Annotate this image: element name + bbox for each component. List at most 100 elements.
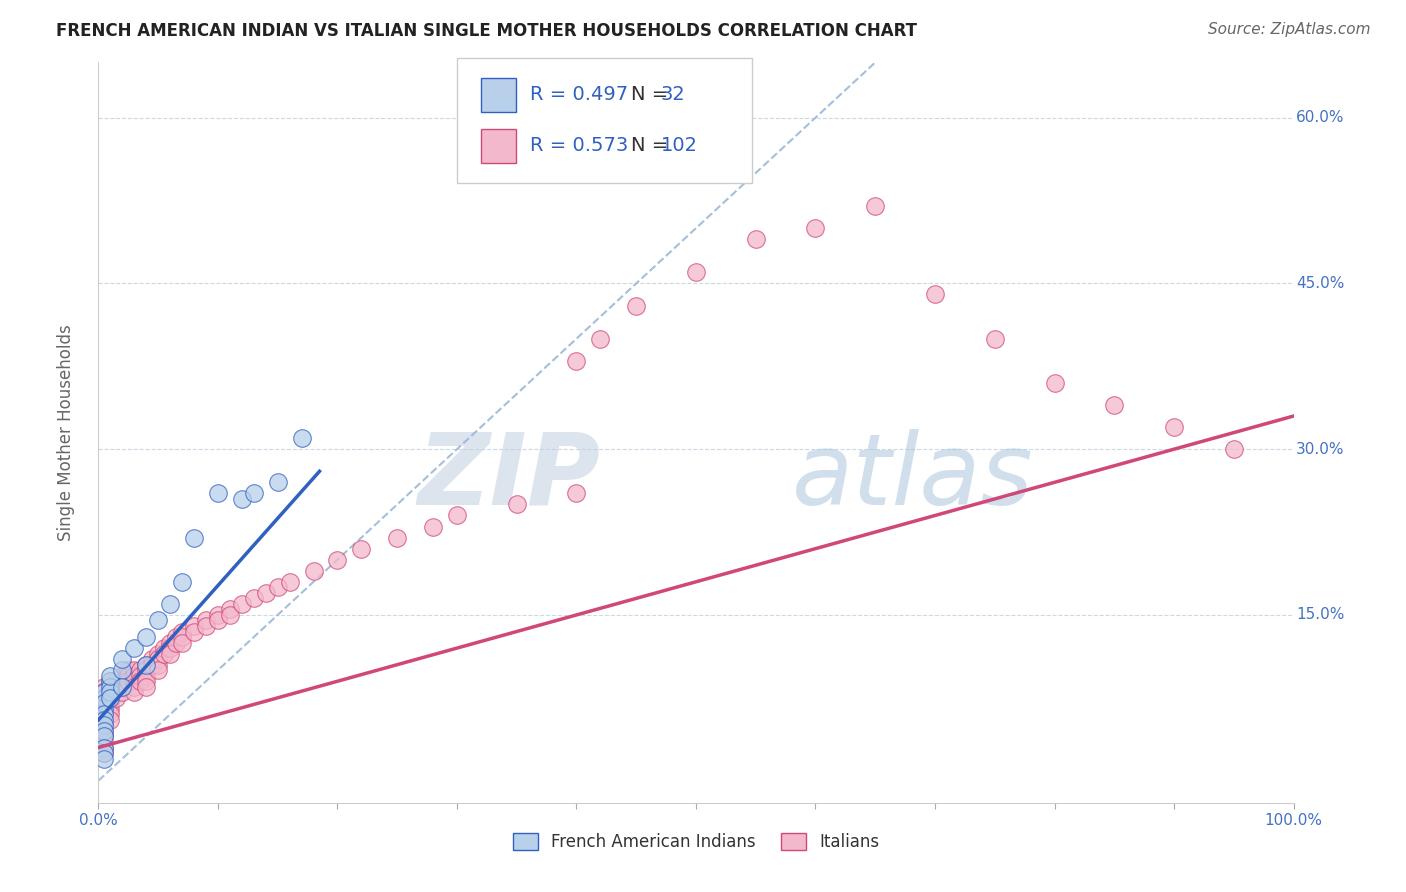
Point bbox=[111, 685, 134, 699]
Point bbox=[93, 680, 115, 694]
Text: N =: N = bbox=[631, 136, 675, 155]
Point bbox=[172, 624, 194, 639]
Point bbox=[183, 619, 205, 633]
Text: 102: 102 bbox=[661, 136, 697, 155]
Point bbox=[98, 690, 122, 705]
Text: N =: N = bbox=[631, 86, 675, 104]
Point bbox=[1104, 398, 1126, 412]
Point bbox=[195, 619, 218, 633]
Point bbox=[93, 718, 115, 732]
Text: R = 0.573: R = 0.573 bbox=[530, 136, 628, 155]
Point bbox=[93, 730, 115, 744]
Point bbox=[111, 669, 134, 683]
Point bbox=[98, 674, 122, 689]
Point bbox=[565, 486, 588, 500]
Text: R = 0.497: R = 0.497 bbox=[530, 86, 628, 104]
Text: Source: ZipAtlas.com: Source: ZipAtlas.com bbox=[1208, 22, 1371, 37]
Point bbox=[98, 674, 122, 689]
Point bbox=[93, 730, 115, 744]
Point bbox=[506, 498, 529, 512]
Point bbox=[111, 652, 134, 666]
Point bbox=[124, 669, 146, 683]
Point bbox=[93, 707, 115, 722]
Point bbox=[148, 647, 170, 661]
Point bbox=[924, 287, 946, 301]
Point bbox=[124, 685, 146, 699]
Point bbox=[422, 519, 444, 533]
Point bbox=[98, 713, 122, 727]
Point bbox=[589, 332, 612, 346]
Point bbox=[93, 718, 115, 732]
Point bbox=[219, 602, 242, 616]
Point bbox=[93, 697, 115, 711]
Point bbox=[165, 635, 187, 649]
Point bbox=[207, 486, 229, 500]
Point bbox=[98, 685, 122, 699]
Point bbox=[172, 574, 194, 589]
Point bbox=[135, 657, 157, 672]
Point bbox=[254, 586, 277, 600]
Point bbox=[1223, 442, 1246, 457]
Point bbox=[93, 723, 115, 738]
Point bbox=[1163, 420, 1185, 434]
Point bbox=[129, 674, 152, 689]
Point bbox=[124, 663, 146, 677]
Point bbox=[148, 657, 170, 672]
Point bbox=[93, 685, 115, 699]
Point bbox=[93, 723, 115, 738]
Point bbox=[148, 652, 170, 666]
Point bbox=[385, 531, 409, 545]
Point bbox=[135, 657, 157, 672]
Point bbox=[159, 647, 181, 661]
Point bbox=[111, 680, 134, 694]
Point bbox=[117, 669, 139, 683]
Point bbox=[172, 635, 194, 649]
Point bbox=[124, 680, 146, 694]
Point bbox=[124, 641, 146, 656]
Point bbox=[93, 740, 115, 755]
Point bbox=[172, 630, 194, 644]
Point bbox=[745, 232, 768, 246]
Point bbox=[105, 690, 128, 705]
Point bbox=[93, 735, 115, 749]
Point bbox=[446, 508, 468, 523]
Point bbox=[243, 486, 266, 500]
Point bbox=[135, 674, 157, 689]
Point bbox=[1043, 376, 1066, 390]
Point bbox=[267, 475, 290, 490]
Point bbox=[105, 680, 128, 694]
Point bbox=[183, 531, 205, 545]
Point bbox=[98, 685, 122, 699]
Point bbox=[219, 607, 242, 622]
Point bbox=[129, 669, 152, 683]
Point bbox=[105, 674, 128, 689]
Point bbox=[135, 680, 157, 694]
Legend: French American Indians, Italians: French American Indians, Italians bbox=[506, 826, 886, 857]
Point bbox=[93, 697, 115, 711]
Point bbox=[93, 702, 115, 716]
Point bbox=[804, 221, 827, 235]
Point bbox=[626, 299, 648, 313]
Point bbox=[195, 614, 218, 628]
Point bbox=[231, 491, 253, 506]
Point bbox=[98, 690, 122, 705]
Point bbox=[111, 674, 134, 689]
Point bbox=[231, 597, 253, 611]
Point bbox=[141, 652, 163, 666]
Point bbox=[93, 740, 115, 755]
Point bbox=[98, 702, 122, 716]
Point bbox=[183, 624, 205, 639]
Point bbox=[129, 663, 152, 677]
Point bbox=[98, 697, 122, 711]
Text: 15.0%: 15.0% bbox=[1296, 607, 1344, 623]
Point bbox=[565, 353, 588, 368]
Point bbox=[165, 630, 187, 644]
Text: 32: 32 bbox=[661, 86, 686, 104]
Point bbox=[135, 663, 157, 677]
Y-axis label: Single Mother Households: Single Mother Households bbox=[56, 325, 75, 541]
Point bbox=[93, 685, 115, 699]
Point bbox=[278, 574, 301, 589]
Text: 60.0%: 60.0% bbox=[1296, 111, 1344, 125]
Point bbox=[98, 680, 122, 694]
Point bbox=[141, 657, 163, 672]
